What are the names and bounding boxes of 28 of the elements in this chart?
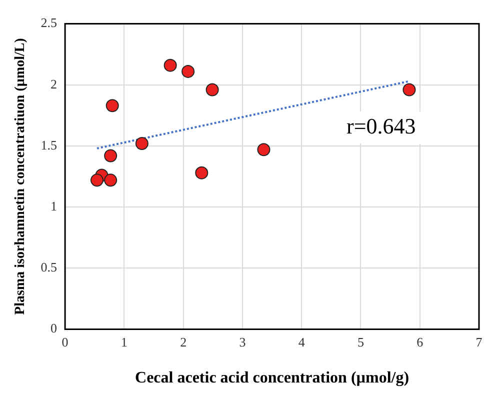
point — [135, 137, 148, 150]
x-tick-label: 5 — [357, 334, 364, 350]
x-tick-label: 0 — [62, 334, 68, 350]
point — [104, 149, 118, 162]
y-tick-label: 2 — [50, 76, 58, 92]
y-axis-title: Plasma isorhamnetin concentratiuon (µmol/L) — [13, 38, 28, 315]
point — [195, 166, 208, 180]
x-tick-label: 3 — [239, 334, 246, 350]
point — [90, 174, 104, 187]
y-tick-label: 0.5 — [40, 260, 58, 275]
y-tick-label: 1 — [50, 198, 58, 214]
point — [164, 58, 177, 72]
annotation: r=0.643 — [346, 113, 416, 138]
x-tick-label: 7 — [476, 334, 483, 350]
point — [206, 83, 219, 96]
x-tick-label: 6 — [416, 334, 424, 350]
x-tick-label: 1 — [120, 334, 128, 350]
point — [104, 174, 118, 187]
point — [182, 64, 195, 78]
x-tick-label: 4 — [298, 334, 306, 350]
x-tick-label: 2 — [180, 334, 187, 350]
y-tick-label: 2.5 — [40, 15, 58, 30]
y-tick-label: 0 — [50, 320, 58, 336]
point — [257, 143, 270, 156]
x-axis-title: Cecal acetic acid concentration (µmol/g) — [135, 370, 410, 387]
y-tick-label: 1.5 — [40, 137, 58, 152]
point — [402, 83, 416, 96]
point — [106, 99, 119, 112]
